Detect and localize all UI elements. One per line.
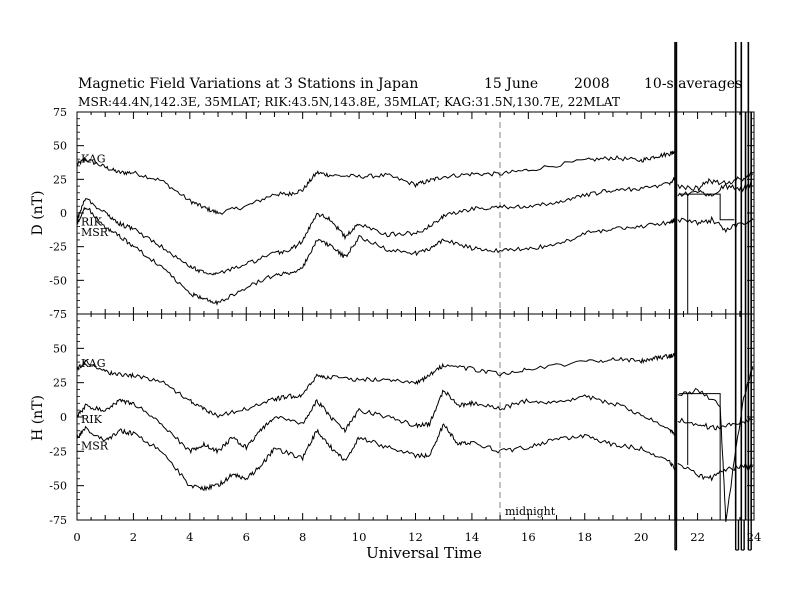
y-tick-label: -75 [49,514,67,527]
late-spikes [674,42,754,551]
x-tick-label: 18 [577,530,592,544]
series-line-rik [76,389,676,455]
step-artifact [679,193,735,221]
x-tick-label: 16 [521,530,536,544]
d-axis-label: D (nT) [30,191,46,236]
x-tick-label: 6 [243,530,250,544]
tail-line-rik [677,180,754,197]
x-tick-label: 4 [186,530,193,544]
x-tick-label: 12 [408,530,423,544]
x-tick-label: 22 [690,530,705,544]
x-tick-label: 8 [299,530,306,544]
chart-averaging: 10-s averages [644,76,742,92]
chart-date-day: 15 June [484,76,538,92]
y-tick-label: 25 [53,377,67,390]
series-label-rik: RIK [81,413,103,426]
y-tick-label: 0 [60,207,67,220]
series-line-msr [76,423,676,492]
tail-line-kag [677,171,754,192]
series-line-kag [76,150,676,215]
y-tick-label: -50 [49,274,67,287]
tail-line-rik [677,417,754,431]
x-tick-label: 2 [130,530,137,544]
x-tick-label: 10 [352,530,367,544]
series-label-msr: MSR [81,226,109,239]
series-line-rik [76,177,676,276]
h-axis-label: H (nT) [30,395,46,441]
y-tick-label: -25 [49,241,67,254]
series-label-kag: KAG [81,153,106,166]
panel-d-frame [76,111,755,315]
chart-date-year: 2008 [574,76,610,92]
x-tick-label: 20 [634,530,649,544]
midnight-label: midnight [505,505,556,518]
series-line-kag [76,352,676,419]
step-artifact [679,393,735,521]
series-label-kag: KAG [81,357,106,370]
y-tick-label: 0 [60,411,67,424]
x-tick-label: 0 [73,530,80,544]
tail-line-msr [677,215,754,234]
tail-line-msr [677,462,754,482]
x-tick-label: 24 [747,530,762,544]
tail-line-kag [677,366,754,522]
x-axis-label: Universal Time [366,544,482,562]
chart-stations-subtitle: MSR:44.4N,142.3E, 35MLAT; RIK:43.5N,143.… [78,95,621,109]
series-label-msr: MSR [81,440,109,453]
y-tick-label: 50 [53,342,67,355]
y-tick-label: -25 [49,445,67,458]
y-tick-label: 50 [53,140,67,153]
series-line-msr [76,206,676,306]
y-tick-label: 25 [53,173,67,186]
y-tick-label: 75 [53,106,67,119]
y-tick-label: -50 [49,480,67,493]
y-tick-label: -75 [49,308,67,321]
panel-h-frame [76,313,755,521]
x-tick-label: 14 [465,530,480,544]
chart-title: Magnetic Field Variations at 3 Stations … [78,76,418,92]
